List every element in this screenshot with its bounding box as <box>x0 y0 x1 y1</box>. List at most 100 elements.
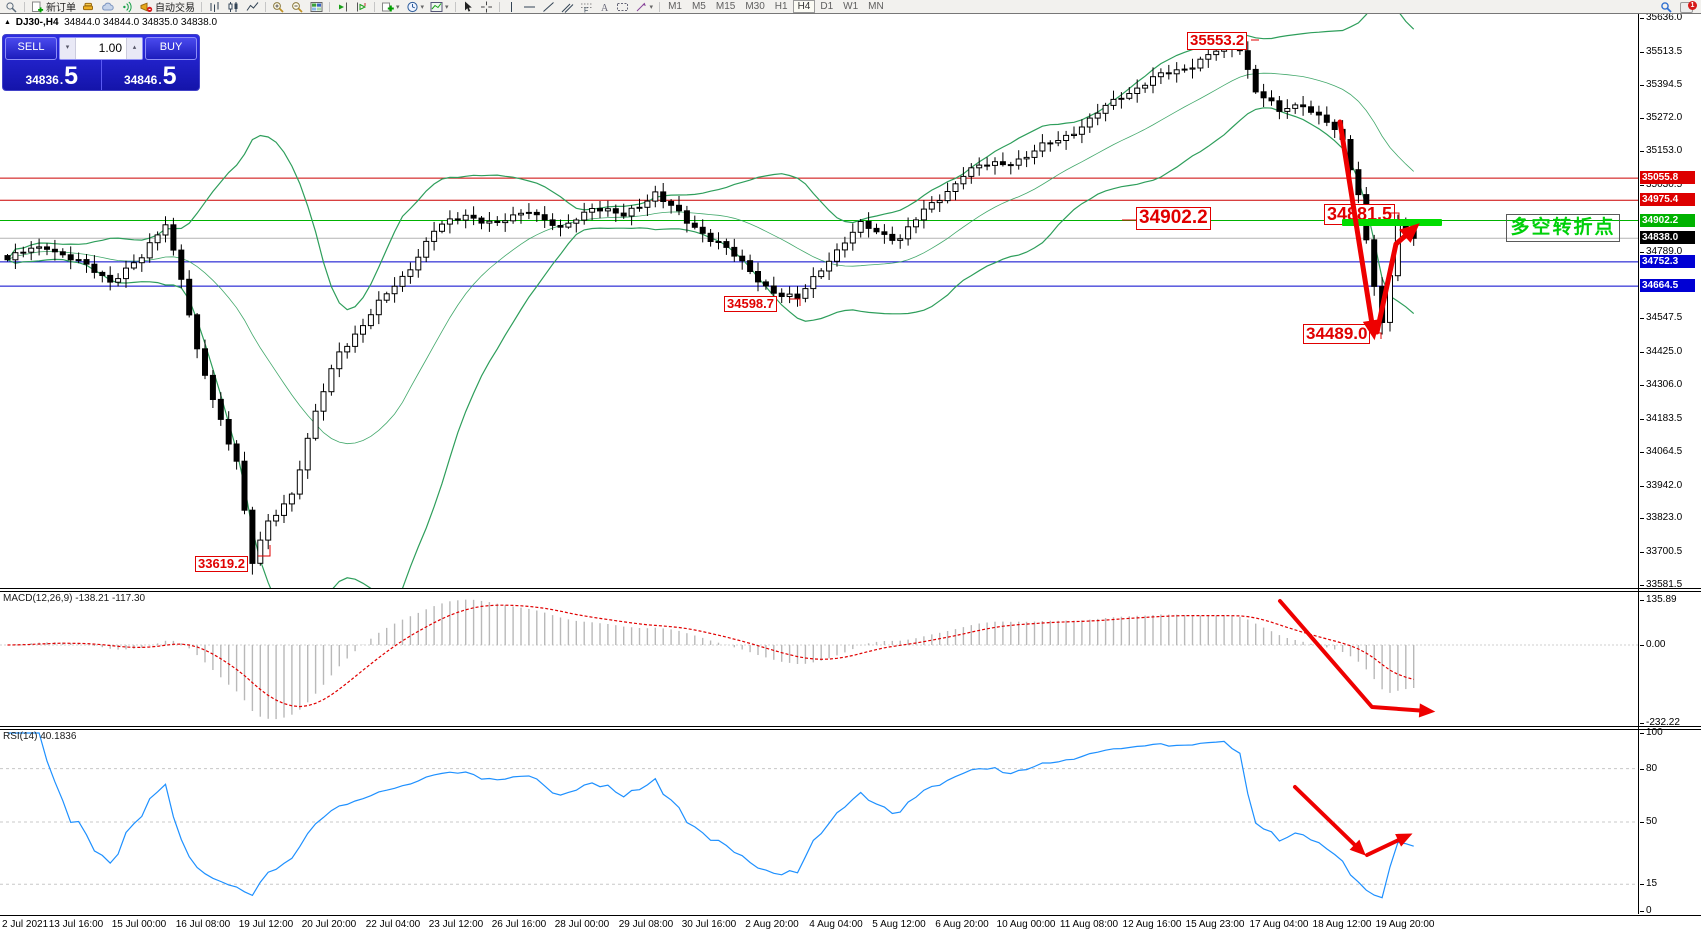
timeframe-button-m1[interactable]: M1 <box>668 1 682 12</box>
auto-trading-label: 自动交易 <box>155 3 195 14</box>
buy-button[interactable]: BUY <box>145 37 197 60</box>
price-label-turning-point[interactable]: 34902.2 <box>1136 207 1211 230</box>
time-axis-label: 11 Aug 08:00 <box>1059 919 1119 930</box>
trendline-tool-button[interactable] <box>539 0 558 13</box>
fibonacci-tool-button[interactable]: F <box>577 0 596 13</box>
chevron-down-icon: ▾ <box>420 3 425 11</box>
price-axis-badge: 34902.2 <box>1640 214 1695 227</box>
timeframe-button-d1[interactable]: D1 <box>820 1 834 12</box>
label-tool-button[interactable] <box>613 0 632 13</box>
price-axis-badge: 34752.3 <box>1640 255 1695 268</box>
volume-increase-button[interactable]: ▴ <box>126 38 142 59</box>
timeframe-button-m5[interactable]: M5 <box>691 1 706 12</box>
buy-price[interactable]: 34846 . 5 <box>102 60 200 90</box>
time-axis-label: 2 Aug 20:00 <box>745 919 799 930</box>
volume-decrease-button[interactable]: ▾ <box>60 38 76 59</box>
price-label-retest[interactable]: 34881.5 <box>1324 204 1396 226</box>
price-axis-tick: 34547.5 <box>1640 312 1682 323</box>
main-price-chart[interactable] <box>0 14 1638 588</box>
macd-indicator-chart[interactable] <box>0 592 1638 726</box>
timeframe-button-h4[interactable]: H4 <box>792 0 816 13</box>
panel-separator[interactable] <box>0 591 1701 592</box>
price-axis-tick: 34183.5 <box>1640 413 1682 424</box>
buy-price-dot: . <box>158 73 162 87</box>
macd-axis-tick: -232.22 <box>1640 717 1680 728</box>
time-axis-label: 30 Jul 16:00 <box>681 919 737 930</box>
price-label-aug-low[interactable]: 34598.7 <box>724 296 777 313</box>
rsi-indicator-chart[interactable] <box>0 730 1638 913</box>
timeframe-button-m15[interactable]: M15 <box>715 1 736 12</box>
horizontal-line-tool-button[interactable] <box>520 0 539 13</box>
search-icon[interactable] <box>2 0 21 13</box>
price-axis-tick: 35513.5 <box>1640 46 1682 57</box>
auto-trading-button[interactable]: 自动交易 <box>137 0 198 14</box>
time-axis-label: 22 Jul 04:00 <box>365 919 421 930</box>
volume-value[interactable]: 1.00 <box>98 41 122 55</box>
time-axis-label: 16 Jul 08:00 <box>175 919 231 930</box>
panel-separator[interactable] <box>0 588 1701 589</box>
buy-price-int: 34846 <box>123 73 158 87</box>
price-axis-tick: 35153.0 <box>1640 145 1682 156</box>
time-axis-label: 10 Aug 00:00 <box>996 919 1056 930</box>
sell-price[interactable]: 34836 . 5 <box>3 60 102 90</box>
panel-separator[interactable] <box>0 729 1701 730</box>
time-axis-label: 19 Jul 12:00 <box>238 919 294 930</box>
timeframe-button-h1[interactable]: H1 <box>774 1 788 12</box>
chevron-down-icon: ▾ <box>445 3 449 11</box>
toolbar-separator <box>454 1 456 12</box>
price-axis-badge: 34838.0 <box>1640 231 1695 244</box>
sell-button[interactable]: SELL <box>5 37 57 60</box>
toolbar: 新订单 自动交易 <box>0 0 1701 14</box>
candlestick-mode-button[interactable] <box>224 0 243 13</box>
timeframe-button-w1[interactable]: W1 <box>843 1 859 12</box>
timeframe-button-mn[interactable]: MN <box>868 1 884 12</box>
zoom-in-button[interactable] <box>269 0 288 13</box>
add-indicator-button[interactable]: ▾ <box>378 0 403 13</box>
time-axis[interactable]: 2 Jul 2021 13 Jul 16:00 15 Jul 00:00 16 Jul… <box>0 915 1701 936</box>
price-label-pullback-low[interactable]: 34489.0 <box>1303 324 1371 345</box>
toolbar-separator <box>201 1 202 12</box>
cloud-icon[interactable] <box>98 0 118 13</box>
period-clock-button[interactable]: ▾ <box>403 0 428 13</box>
crosshair-tool-button[interactable] <box>477 0 496 13</box>
price-axis[interactable]: 35636.0 35513.5 35394.5 35272.0 35153.0 35030… <box>1639 12 1701 916</box>
chart-shift-button[interactable] <box>333 0 352 13</box>
signal-icon[interactable] <box>118 0 137 13</box>
search-icon[interactable] <box>1657 0 1676 13</box>
toolbar-separator <box>24 1 25 12</box>
new-order-label: 新订单 <box>46 3 76 14</box>
chart-symbol-header: ▲ DJ30-,H4 34844.0 34844.0 34835.0 34838… <box>4 17 217 28</box>
price-axis-tick: 35272.0 <box>1640 112 1682 123</box>
symbol-ohlc-values: 34844.0 34844.0 34835.0 34838.0 <box>64 17 218 28</box>
timeframe-button-m30[interactable]: M30 <box>745 1 765 12</box>
arrows-tool-button[interactable]: ▾ <box>632 0 657 13</box>
vertical-line-tool-button[interactable] <box>503 0 520 13</box>
gold-chart-button[interactable] <box>79 0 98 13</box>
line-chart-mode-button[interactable] <box>243 0 262 13</box>
time-axis-label: 28 Jul 00:00 <box>554 919 610 930</box>
price-label-crash-low[interactable]: 33619.2 <box>195 556 248 573</box>
price-axis-tick: 34425.0 <box>1640 346 1682 357</box>
bar-chart-mode-button[interactable] <box>205 0 224 13</box>
price-axis-tick: 33942.0 <box>1640 480 1682 491</box>
tile-windows-button[interactable] <box>307 0 326 13</box>
panel-separator[interactable] <box>0 726 1701 727</box>
cursor-tool-button[interactable] <box>459 0 477 13</box>
collapse-triangle-icon[interactable]: ▲ <box>4 19 11 26</box>
price-label-swing-high[interactable]: 35553.2 <box>1187 32 1248 51</box>
time-axis-label: 18 Aug 12:00 <box>1312 919 1372 930</box>
zoom-out-button[interactable] <box>288 0 307 13</box>
time-axis-label: 4 Aug 04:00 <box>809 919 863 930</box>
rsi-axis-tick: 80 <box>1640 763 1657 774</box>
notifications-icon[interactable]: 1 <box>1680 0 1697 13</box>
new-order-button[interactable]: 新订单 <box>28 0 79 14</box>
chart-template-button[interactable]: ▾ <box>427 0 452 13</box>
equidistant-channel-tool-button[interactable] <box>558 0 577 13</box>
price-axis-tick: 33823.0 <box>1640 512 1682 523</box>
rsi-axis-tick: 50 <box>1640 816 1657 827</box>
turning-point-note[interactable]: 多空转折点 <box>1506 214 1620 242</box>
price-axis-tick: 35636.0 <box>1640 12 1682 23</box>
text-tool-button[interactable]: A <box>596 0 613 13</box>
auto-scroll-button[interactable] <box>352 0 371 13</box>
rsi-axis-tick: 0 <box>1640 905 1652 916</box>
